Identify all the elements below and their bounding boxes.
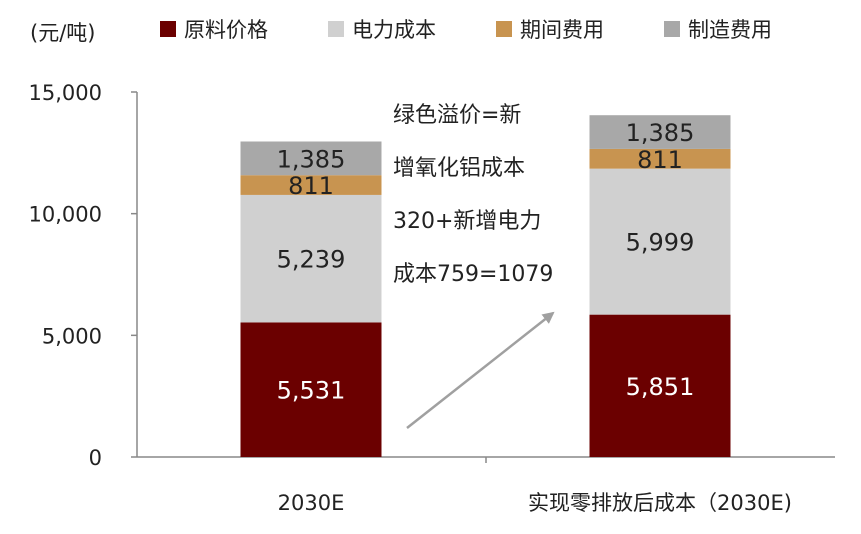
trend-arrow <box>406 311 555 429</box>
bar-value-label: 1,385 <box>626 119 695 147</box>
legend-label: 期间费用 <box>520 18 604 42</box>
unit-label: (元/吨) <box>30 21 95 45</box>
bar-segment <box>589 115 731 149</box>
bar-segment <box>589 148 731 169</box>
annotation-line: 成本759=1079 <box>393 262 553 287</box>
legend: 原料价格 电力成本 期间费用 制造费用 <box>160 18 772 42</box>
bar-value-label: 5,531 <box>277 377 346 405</box>
legend-label: 原料价格 <box>184 18 268 42</box>
y-tick-label: 0 <box>89 446 102 470</box>
bar-segment <box>240 141 382 176</box>
bar-segment <box>240 194 382 323</box>
bar-segment <box>589 314 731 457</box>
x-category-label: 2030E <box>278 491 345 515</box>
annotation-line: 320+新增电力 <box>393 209 541 234</box>
bar-value-label: 1,385 <box>277 145 346 173</box>
y-tick-label: 15,000 <box>29 81 102 105</box>
y-tick-label: 10,000 <box>29 203 102 227</box>
legend-swatch <box>160 21 176 37</box>
green-premium-annotation: 绿色溢价=新增氧化铝成本 320+新增电力成本759=1079 <box>393 103 553 287</box>
bar-value-label: 811 <box>637 146 683 174</box>
x-labels: 2030E 实现零排放后成本（2030E) <box>278 491 792 515</box>
y-ticks: 0 5,000 10,000 15,000 <box>29 81 487 470</box>
annotation-line: 增氧化铝成本 <box>393 156 525 181</box>
x-category-label: 实现零排放后成本（2030E) <box>528 491 792 515</box>
bar-segment <box>240 175 382 195</box>
bar-value-label: 811 <box>288 172 334 200</box>
legend-swatch <box>496 21 512 37</box>
legend-swatch <box>664 21 680 37</box>
legend-label: 电力成本 <box>352 18 436 42</box>
bar-value-label: 5,851 <box>626 373 695 401</box>
annotation-line: 绿色溢价=新 <box>393 103 521 128</box>
bar-value-label: 5,999 <box>626 229 695 257</box>
y-tick-label: 5,000 <box>42 324 102 348</box>
legend-swatch <box>328 21 344 37</box>
bar-value-label: 5,239 <box>277 246 346 274</box>
legend-label: 制造费用 <box>688 18 772 42</box>
bar-segment <box>240 322 382 457</box>
bar-segment <box>589 168 731 315</box>
